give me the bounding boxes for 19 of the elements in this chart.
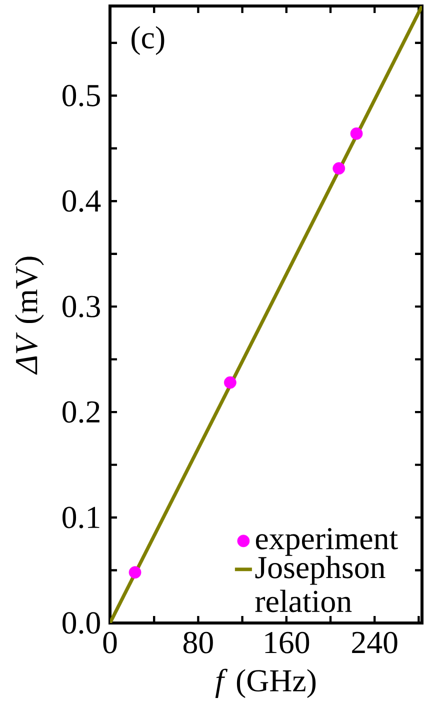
x-tick-label: 80 (183, 632, 213, 654)
x-tick-label: 240 (352, 632, 398, 654)
point (128, 566, 142, 579)
y-tick-label: 0.5 (62, 84, 100, 106)
y-tick-label: 0.1 (62, 506, 100, 528)
point (350, 127, 363, 140)
y-tick-label: 0.3 (62, 296, 100, 318)
y-axis-title: ΔV (mV) (14, 256, 44, 375)
annotation: (c) (132, 26, 164, 55)
x-axis-title: f (GHz) (215, 668, 316, 698)
legend-label: experiment (256, 528, 398, 556)
point (332, 162, 346, 175)
x-tick-label: 0 (103, 632, 117, 654)
y-tick-label: 0.2 (62, 401, 100, 423)
point (224, 376, 236, 389)
x-tick-label: 160 (265, 632, 310, 654)
legend-label: Josephson relation (255, 556, 386, 612)
y-tick-label: 0.0 (62, 612, 100, 634)
y-tick-label: 0.4 (62, 190, 101, 212)
